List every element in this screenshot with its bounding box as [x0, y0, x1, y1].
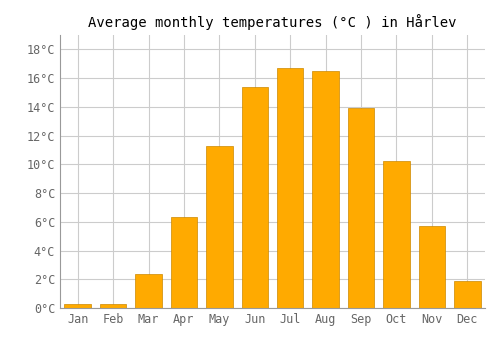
Title: Average monthly temperatures (°C ) in Hårlev: Average monthly temperatures (°C ) in Hå…: [88, 14, 457, 30]
Bar: [418, 226, 445, 308]
Bar: [206, 146, 233, 308]
Bar: [454, 281, 480, 308]
Bar: [383, 161, 409, 308]
Bar: [348, 108, 374, 308]
Bar: [136, 273, 162, 308]
Bar: [64, 304, 91, 308]
Bar: [312, 71, 339, 308]
Bar: [100, 304, 126, 308]
Bar: [242, 87, 268, 308]
Bar: [170, 217, 197, 308]
Bar: [277, 68, 303, 308]
